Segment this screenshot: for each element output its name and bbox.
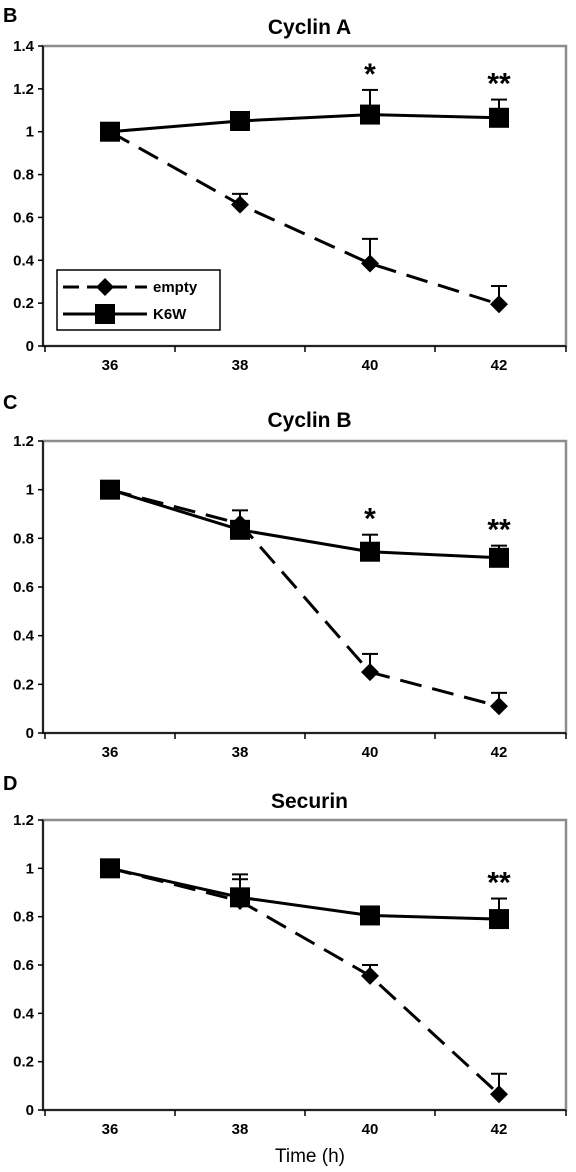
panel-letter: B — [3, 5, 17, 27]
x-tick-label: 36 — [102, 1121, 119, 1138]
legend-diamond-marker — [96, 278, 114, 296]
square-marker — [489, 909, 509, 930]
series-line-empty — [109, 488, 500, 708]
legend-label: K6W — [153, 306, 187, 323]
x-axis-label: Time (h) — [275, 1146, 345, 1167]
y-tick-label: 1 — [26, 860, 34, 877]
x-tick-label: 42 — [491, 1121, 508, 1138]
square-marker — [360, 905, 380, 926]
series-line-empty — [109, 130, 500, 306]
diamond-marker — [231, 195, 249, 214]
y-tick-label: 0.6 — [13, 209, 34, 226]
square-marker — [100, 479, 120, 500]
y-tick-label: 0.4 — [13, 628, 35, 645]
square-marker — [230, 887, 250, 908]
y-tick-label: 1.2 — [13, 433, 34, 450]
series-empty — [101, 480, 508, 716]
x-tick-label: 38 — [232, 744, 249, 761]
y-tick-label: 0.4 — [13, 1005, 35, 1022]
y-tick-label: 0 — [26, 725, 34, 742]
series-line-k6w — [109, 866, 500, 921]
series-empty — [101, 859, 508, 1104]
legend-box — [56, 269, 221, 331]
y-tick-label: 1.2 — [13, 812, 34, 829]
y-tick-label: 1.2 — [13, 81, 34, 98]
legend-square-marker — [95, 304, 115, 324]
significance-marker: * — [364, 503, 376, 536]
legend-label: empty — [153, 279, 198, 296]
diamond-marker — [490, 697, 508, 716]
significance-marker: ** — [487, 867, 511, 900]
square-marker — [360, 104, 380, 125]
x-tick-label: 38 — [232, 357, 249, 374]
x-tick-label: 36 — [102, 744, 119, 761]
y-tick-label: 0.8 — [13, 167, 34, 184]
panel-d: D Securin 0 0.2 0.4 0.6 0.8 1 1.2 36 38 40 42 Time (h… — [3, 773, 568, 1167]
series-k6w — [100, 88, 509, 142]
series-k6w — [100, 479, 509, 568]
x-tick-label: 38 — [232, 1121, 249, 1138]
y-tick-label: 0.8 — [13, 530, 34, 547]
panel-letter: D — [3, 773, 17, 795]
diamond-marker — [490, 1085, 508, 1104]
y-tick-label: 0 — [26, 338, 34, 355]
y-tick-label: 0.6 — [13, 957, 34, 974]
y-tick-label: 0.2 — [13, 1054, 34, 1071]
square-marker — [100, 121, 120, 142]
y-tick-label: 0.2 — [13, 676, 34, 693]
square-marker — [489, 107, 509, 128]
y-tick-label: 1.4 — [13, 38, 35, 55]
y-tick-label: 0.8 — [13, 909, 34, 926]
diamond-marker — [361, 966, 379, 985]
plot-frame — [41, 439, 568, 735]
x-tick-label: 42 — [491, 357, 508, 374]
square-marker — [230, 519, 250, 540]
square-marker — [489, 547, 509, 568]
square-marker — [100, 858, 120, 879]
panel-letter: C — [3, 392, 17, 414]
square-marker — [360, 541, 380, 562]
x-tick-label: 36 — [102, 357, 119, 374]
chart-title: Cyclin B — [267, 409, 351, 432]
series-line-empty — [109, 866, 501, 1096]
chart-title: Cyclin A — [268, 16, 351, 39]
chart-title: Securin — [271, 790, 348, 813]
x-tick-label: 40 — [362, 357, 379, 374]
y-tick-label: 1 — [26, 124, 34, 141]
y-tick-label: 0.4 — [13, 252, 35, 269]
significance-marker: * — [364, 58, 376, 91]
x-tick-label: 40 — [362, 1121, 379, 1138]
plot-frame — [41, 818, 568, 1112]
series-line-k6w — [109, 488, 500, 560]
panel-b: B Cyclin A00.20.40.60.811.21.436 38 40 42* **… — [3, 5, 568, 374]
x-tick-label: 42 — [491, 744, 508, 761]
y-tick-label: 1 — [26, 482, 34, 499]
legend-entry-empty: empty — [63, 278, 198, 296]
legend: empty K6W — [56, 269, 221, 331]
square-marker — [230, 111, 250, 131]
x-tick-label: 40 — [362, 744, 379, 761]
significance-marker: ** — [487, 68, 511, 101]
series-line-k6w — [109, 113, 500, 134]
y-tick-label: 0.2 — [13, 295, 34, 312]
legend-entry-k6w: K6W — [63, 304, 187, 324]
diamond-marker — [361, 663, 379, 682]
y-tick-label: 0 — [26, 1102, 34, 1119]
y-tick-label: 0.6 — [13, 579, 34, 596]
significance-marker: ** — [487, 514, 511, 547]
diamond-marker — [490, 295, 508, 314]
series-k6w — [100, 858, 509, 930]
diamond-marker — [361, 254, 379, 273]
